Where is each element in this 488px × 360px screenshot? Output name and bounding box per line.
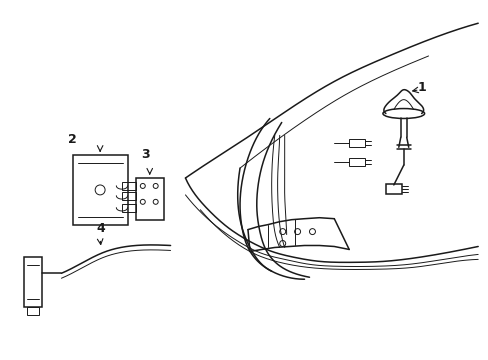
Bar — [122, 204, 136, 212]
Text: 3: 3 — [141, 148, 149, 161]
Bar — [136, 178, 163, 220]
Text: 4: 4 — [96, 222, 105, 235]
Text: 1: 1 — [416, 81, 425, 94]
Bar — [122, 192, 136, 200]
Text: 2: 2 — [68, 133, 77, 146]
Bar — [348, 158, 365, 166]
Bar — [348, 139, 365, 147]
Bar — [385, 184, 401, 194]
Bar — [122, 182, 136, 190]
Bar — [24, 257, 41, 307]
Bar — [27, 307, 39, 315]
Bar — [73, 155, 128, 225]
